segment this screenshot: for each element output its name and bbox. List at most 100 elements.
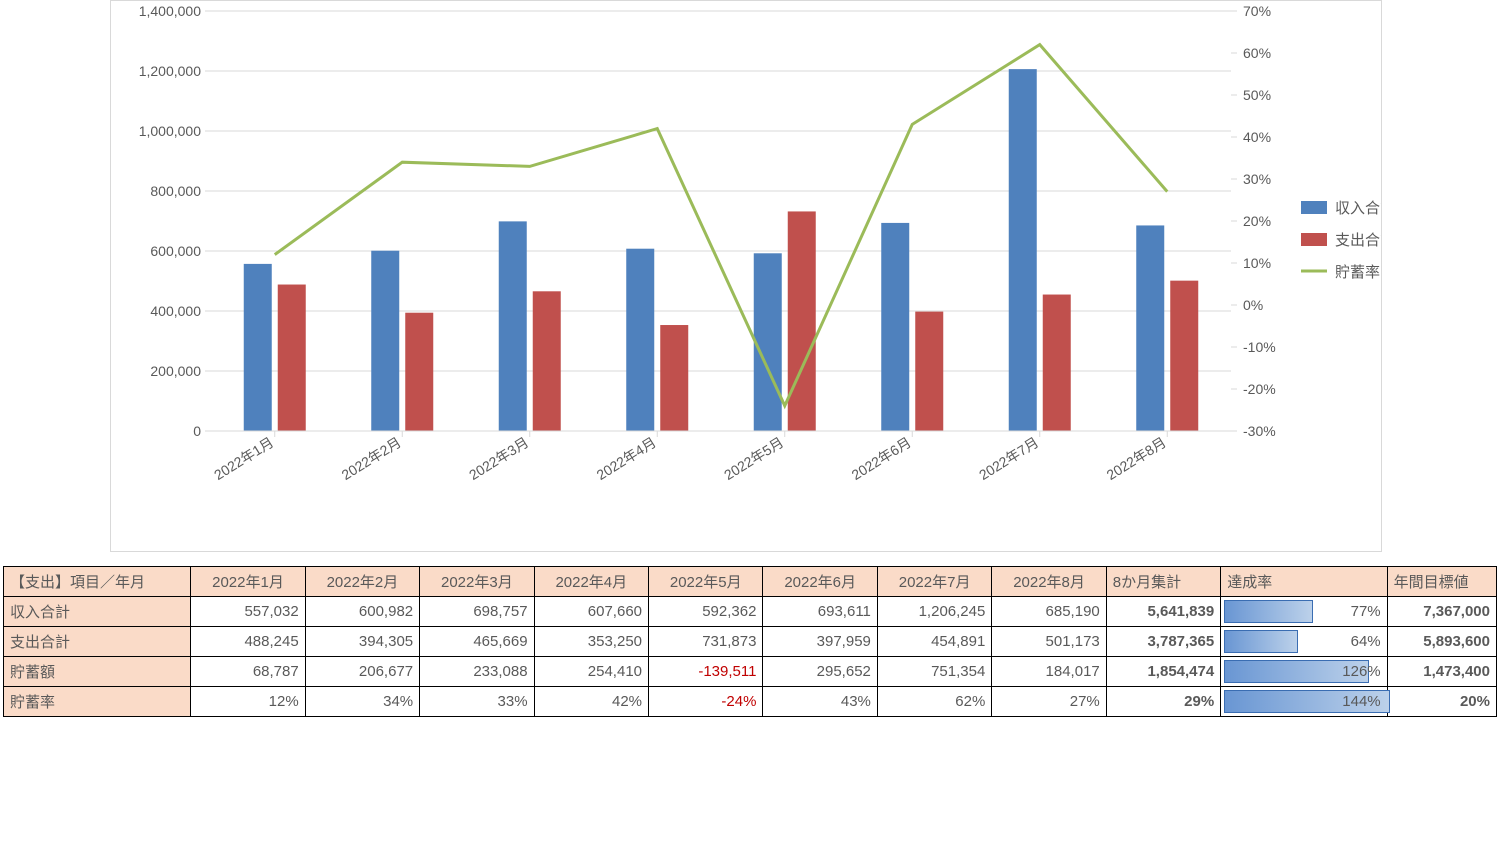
legend-label: 貯蓄率 (1335, 264, 1380, 281)
data-cell: -139,511 (649, 657, 763, 687)
data-cell: 34% (305, 687, 419, 717)
data-cell: 607,660 (534, 597, 648, 627)
data-cell: 394,305 (305, 627, 419, 657)
target-cell: 20% (1387, 687, 1496, 717)
data-cell: 62% (877, 687, 991, 717)
data-cell: 693,611 (763, 597, 877, 627)
data-cell: 295,652 (763, 657, 877, 687)
svg-text:30%: 30% (1243, 171, 1271, 187)
expense-bar (405, 313, 433, 431)
data-cell: 254,410 (534, 657, 648, 687)
income-bar (754, 253, 782, 431)
svg-text:2022年3月: 2022年3月 (466, 434, 531, 483)
data-cell: 592,362 (649, 597, 763, 627)
data-cell: 353,250 (534, 627, 648, 657)
expense-bar (533, 291, 561, 431)
col-header: 2022年3月 (420, 567, 534, 597)
income-bar (626, 249, 654, 431)
svg-text:60%: 60% (1243, 45, 1271, 61)
achievement-cell: 64% (1221, 627, 1387, 657)
data-cell: 465,669 (420, 627, 534, 657)
svg-text:800,000: 800,000 (150, 183, 201, 199)
svg-text:1,400,000: 1,400,000 (139, 3, 201, 19)
col-header: 8か月集計 (1106, 567, 1220, 597)
table-row: 支出合計488,245394,305465,669353,250731,8733… (4, 627, 1497, 657)
total-cell: 29% (1106, 687, 1220, 717)
svg-text:0%: 0% (1243, 297, 1263, 313)
data-cell: 27% (992, 687, 1106, 717)
col-header: 年間目標値 (1387, 567, 1496, 597)
svg-text:600,000: 600,000 (150, 243, 201, 259)
expense-bar (278, 285, 306, 431)
col-header: 2022年6月 (763, 567, 877, 597)
svg-text:200,000: 200,000 (150, 363, 201, 379)
data-cell: 68,787 (191, 657, 305, 687)
data-cell: 685,190 (992, 597, 1106, 627)
col-header: 【支出】項目／年月 (4, 567, 191, 597)
svg-text:10%: 10% (1243, 255, 1271, 271)
target-cell: 1,473,400 (1387, 657, 1496, 687)
svg-text:2022年1月: 2022年1月 (211, 434, 276, 483)
total-cell: 1,854,474 (1106, 657, 1220, 687)
achievement-cell: 144% (1221, 687, 1387, 717)
svg-text:1,200,000: 1,200,000 (139, 63, 201, 79)
income-bar (1136, 225, 1164, 431)
col-header: 2022年4月 (534, 567, 648, 597)
data-cell: 33% (420, 687, 534, 717)
row-label: 収入合計 (4, 597, 191, 627)
data-cell: 600,982 (305, 597, 419, 627)
svg-text:1,000,000: 1,000,000 (139, 123, 201, 139)
data-cell: 501,173 (992, 627, 1106, 657)
expense-bar (788, 211, 816, 431)
data-cell: -24% (649, 687, 763, 717)
table-row: 貯蓄率12%34%33%42%-24%43%62%27%29%144%20% (4, 687, 1497, 717)
svg-text:-20%: -20% (1243, 381, 1276, 397)
data-cell: 488,245 (191, 627, 305, 657)
col-header: 2022年8月 (992, 567, 1106, 597)
svg-text:2022年4月: 2022年4月 (594, 434, 659, 483)
svg-text:2022年6月: 2022年6月 (849, 434, 914, 483)
svg-text:2022年2月: 2022年2月 (339, 434, 404, 483)
svg-text:70%: 70% (1243, 3, 1271, 19)
svg-text:50%: 50% (1243, 87, 1271, 103)
legend-label: 支出合計 (1335, 232, 1381, 249)
income-bar (244, 264, 272, 431)
svg-text:-10%: -10% (1243, 339, 1276, 355)
data-cell: 397,959 (763, 627, 877, 657)
expense-bar (1170, 281, 1198, 431)
svg-text:400,000: 400,000 (150, 303, 201, 319)
data-cell: 731,873 (649, 627, 763, 657)
col-header: 2022年7月 (877, 567, 991, 597)
income-bar (881, 223, 909, 431)
target-cell: 5,893,600 (1387, 627, 1496, 657)
svg-text:0: 0 (193, 423, 201, 439)
data-cell: 43% (763, 687, 877, 717)
col-header: 2022年5月 (649, 567, 763, 597)
total-cell: 5,641,839 (1106, 597, 1220, 627)
data-cell: 751,354 (877, 657, 991, 687)
data-cell: 454,891 (877, 627, 991, 657)
income-bar (371, 251, 399, 431)
svg-text:20%: 20% (1243, 213, 1271, 229)
data-cell: 184,017 (992, 657, 1106, 687)
row-label: 貯蓄額 (4, 657, 191, 687)
target-cell: 7,367,000 (1387, 597, 1496, 627)
chart-svg: 0 200,000 400,000 600,000 800,000 1,000,000 1,… (111, 1, 1381, 551)
data-cell: 698,757 (420, 597, 534, 627)
achievement-cell: 126% (1221, 657, 1387, 687)
svg-text:2022年5月: 2022年5月 (721, 434, 786, 483)
svg-text:40%: 40% (1243, 129, 1271, 145)
income-bar (1009, 69, 1037, 431)
table-row: 収入合計557,032600,982698,757607,660592,3626… (4, 597, 1497, 627)
legend-label: 収入合計 (1335, 200, 1381, 217)
col-header: 2022年2月 (305, 567, 419, 597)
expense-bar (915, 312, 943, 431)
data-cell: 557,032 (191, 597, 305, 627)
achievement-cell: 77% (1221, 597, 1387, 627)
svg-text:2022年7月: 2022年7月 (976, 434, 1041, 483)
data-cell: 12% (191, 687, 305, 717)
total-cell: 3,787,365 (1106, 627, 1220, 657)
svg-text:-30%: -30% (1243, 423, 1276, 439)
row-label: 貯蓄率 (4, 687, 191, 717)
data-cell: 233,088 (420, 657, 534, 687)
